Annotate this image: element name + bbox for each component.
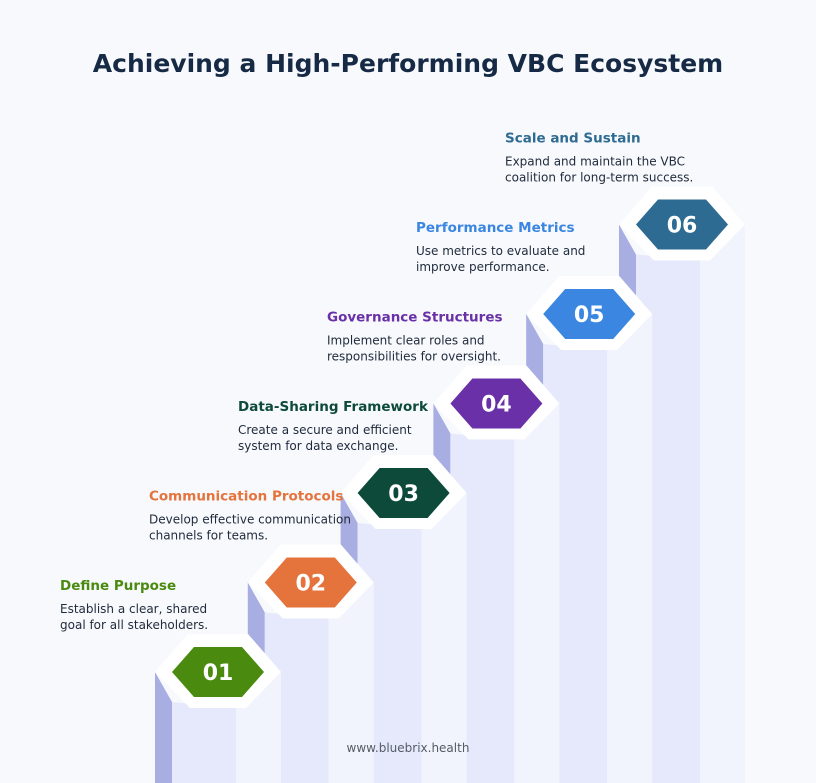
title: Achieving a High-Performing VBC Ecosyste… xyxy=(93,49,723,78)
step-number: 06 xyxy=(667,214,698,239)
footer: www.bluebrix.health xyxy=(347,741,470,755)
hex xyxy=(543,289,636,339)
step-title: Define Purpose xyxy=(60,578,176,594)
step-number: 05 xyxy=(574,303,605,328)
step-title: Governance Structures xyxy=(327,310,503,326)
step-description: system for data exchange. xyxy=(238,439,398,453)
step-description: Establish a clear, shared xyxy=(60,602,207,616)
step-title: Scale and Sustain xyxy=(505,131,641,147)
steps: 06 Scale and Sustain Expand and maintain t… xyxy=(60,131,745,783)
step-description: Expand and maintain the VBC xyxy=(505,155,685,169)
pillar-right xyxy=(328,582,374,783)
step-title: Data-Sharing Framework xyxy=(238,399,429,415)
step: 01 Define Purpose Establish a clear, share… xyxy=(60,578,281,783)
step-title: Communication Protocols xyxy=(149,489,343,505)
hex xyxy=(357,468,450,518)
hex xyxy=(264,557,357,608)
step-description: Use metrics to evaluate and xyxy=(416,244,585,258)
hex xyxy=(172,647,264,697)
step-description: responsibilities for oversight. xyxy=(327,350,501,364)
step-number: 01 xyxy=(203,661,234,686)
step-description: goal for all stakeholders. xyxy=(60,618,208,632)
step-description: coalition for long-term success. xyxy=(505,171,693,185)
step-description: Create a secure and efficient xyxy=(238,423,412,437)
pillar-left xyxy=(155,672,172,783)
step-description: improve performance. xyxy=(416,260,550,274)
step-description: channels for teams. xyxy=(149,529,268,543)
step-description: Develop effective communication xyxy=(149,513,351,527)
step-number: 04 xyxy=(481,393,512,418)
step-number: 02 xyxy=(295,572,326,597)
hex xyxy=(450,378,543,429)
pillar-right xyxy=(421,493,467,783)
step-number: 03 xyxy=(388,482,419,507)
hex xyxy=(636,199,728,250)
step-description: Implement clear roles and xyxy=(327,334,485,348)
pillar-right xyxy=(514,403,560,783)
pillar-right xyxy=(607,314,653,783)
pillar-right xyxy=(700,224,745,783)
step-title: Performance Metrics xyxy=(416,220,575,236)
pillar-front xyxy=(172,702,236,783)
